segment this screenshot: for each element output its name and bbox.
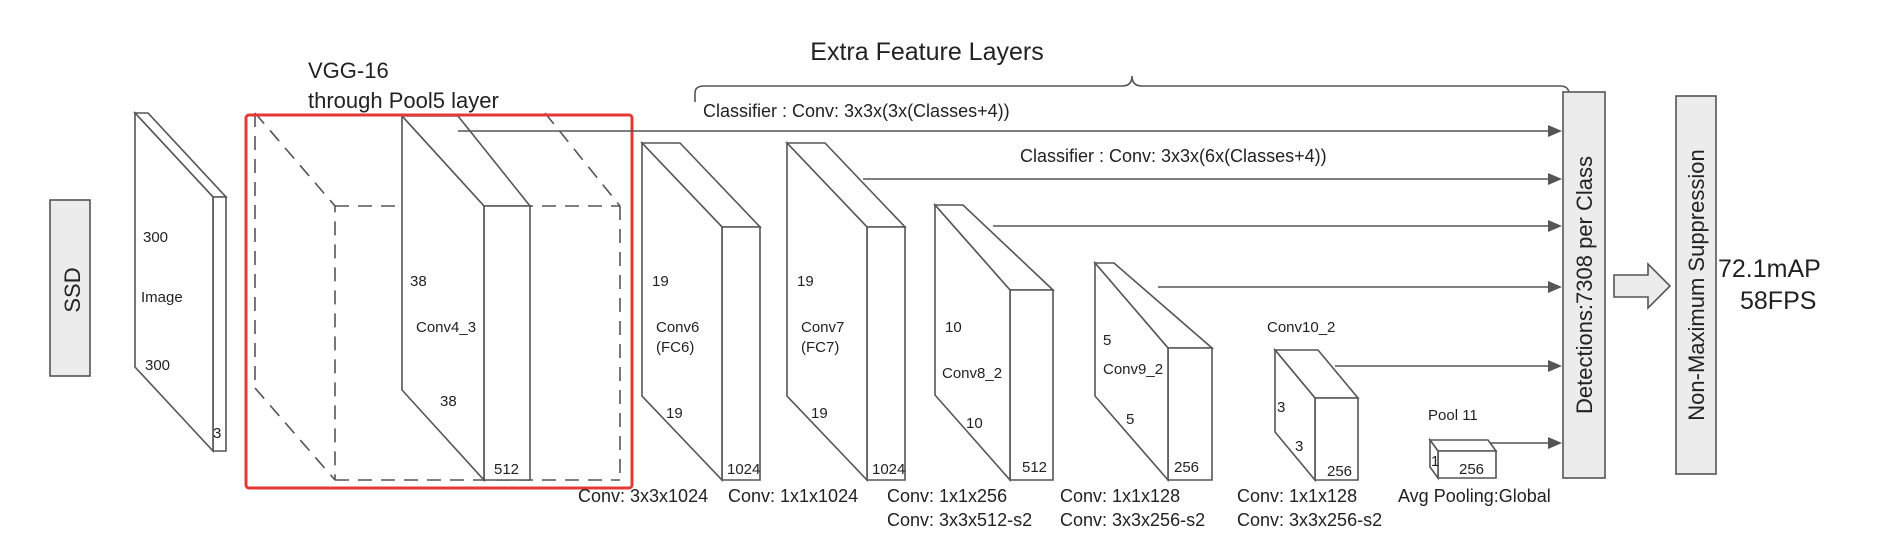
- classifier-3x-label: Classifier : Conv: 3x3x(3x(Classes+4)): [703, 101, 1010, 121]
- conv7-channels: 1024: [872, 461, 905, 478]
- conv7-op: Conv: 1x1x1024: [728, 486, 858, 506]
- pool11-block: Pool 11 1 256: [1428, 407, 1498, 481]
- conv9-2-block: 5 Conv9_2 5 256: [1093, 260, 1215, 483]
- conv7-width: 19: [811, 405, 828, 422]
- image-channels: 3: [213, 425, 221, 442]
- detections-box: Detections:7308 per Class: [1562, 91, 1606, 479]
- conv9-2-width: 5: [1126, 411, 1134, 428]
- conv4-3-height: 38: [410, 273, 427, 290]
- conv10-2-op-line1: Conv: 1x1x128: [1237, 486, 1357, 506]
- detections-label: Detections:7308 per Class: [1572, 156, 1597, 414]
- conv9-2-channels: 256: [1174, 459, 1199, 476]
- vgg-label-line1: VGG-16: [308, 58, 389, 83]
- image-height: 300: [143, 229, 168, 246]
- conv9-2-height: 5: [1103, 332, 1111, 349]
- conv9-2-op-line1: Conv: 1x1x128: [1060, 486, 1180, 506]
- pool11-channels: 256: [1459, 461, 1484, 478]
- result-fps: 58FPS: [1740, 287, 1816, 315]
- conv10-2-block: Conv10_2 3 3 256: [1267, 319, 1360, 483]
- conv10-2-channels: 256: [1327, 463, 1352, 480]
- image-label: Image: [141, 289, 183, 306]
- nms-box: Non-Maximum Suppression: [1675, 95, 1717, 475]
- conv4-3-label: Conv4_3: [416, 319, 476, 336]
- pool11-label: Pool 11: [1428, 407, 1478, 424]
- nms-arrow: [1613, 262, 1672, 310]
- conv6-label-line2: (FC6): [656, 339, 694, 356]
- vgg-label-line2: through Pool5 layer: [308, 88, 499, 113]
- ssd-label: SSD: [60, 267, 85, 312]
- conv6-height: 19: [652, 273, 669, 290]
- conv7-label-line1: Conv7: [801, 319, 844, 336]
- image-width: 300: [145, 357, 170, 374]
- ssd-box: SSD: [49, 199, 91, 377]
- conv10-2-op-line2: Conv: 3x3x256-s2: [1237, 510, 1382, 530]
- conv8-2-op-line2: Conv: 3x3x512-s2: [887, 510, 1032, 530]
- conv6-channels: 1024: [727, 461, 760, 478]
- conv4-3-channels: 512: [494, 461, 519, 478]
- conv6-block: 19 Conv6 (FC6) 19 1024: [640, 141, 762, 482]
- conv10-2-width: 3: [1295, 438, 1303, 455]
- classifier-6x-label: Classifier : Conv: 3x3x(6x(Classes+4)): [1020, 146, 1327, 166]
- conv6-width: 19: [666, 405, 683, 422]
- conv7-height: 19: [797, 273, 814, 290]
- nms-label: Non-Maximum Suppression: [1684, 149, 1709, 420]
- conv8-2-op-line1: Conv: 1x1x256: [887, 486, 1007, 506]
- conv6-label-line1: Conv6: [656, 319, 699, 336]
- conv7-block: 19 Conv7 (FC7) 19 1024: [785, 141, 907, 482]
- input-image-block: 300 Image 300 3: [133, 110, 228, 454]
- conv6-op: Conv: 3x3x1024: [578, 486, 708, 506]
- conv8-2-height: 10: [945, 319, 962, 336]
- vgg16-highlight-box: [244, 113, 634, 490]
- extra-layers-bracket: [694, 75, 1570, 102]
- conv8-2-block: 10 Conv8_2 10 512: [933, 202, 1056, 483]
- conv8-2-width: 10: [966, 415, 983, 432]
- title: Extra Feature Layers: [810, 38, 1043, 66]
- conv4-3-block: 38 Conv4_3 38 512: [400, 113, 532, 483]
- result-map: 72.1mAP: [1718, 255, 1821, 283]
- pool11-op: Avg Pooling:Global: [1398, 486, 1551, 506]
- detection-arrows: [458, 125, 1562, 449]
- pool11-height: 1: [1431, 453, 1439, 470]
- conv10-2-label: Conv10_2: [1267, 319, 1335, 336]
- conv8-2-label: Conv8_2: [942, 365, 1002, 382]
- conv9-2-op-line2: Conv: 3x3x256-s2: [1060, 510, 1205, 530]
- conv10-2-height: 3: [1277, 399, 1285, 416]
- conv7-label-line2: (FC7): [801, 339, 839, 356]
- conv4-3-width: 38: [440, 393, 457, 410]
- conv8-2-channels: 512: [1022, 459, 1047, 476]
- conv9-2-label: Conv9_2: [1103, 361, 1163, 378]
